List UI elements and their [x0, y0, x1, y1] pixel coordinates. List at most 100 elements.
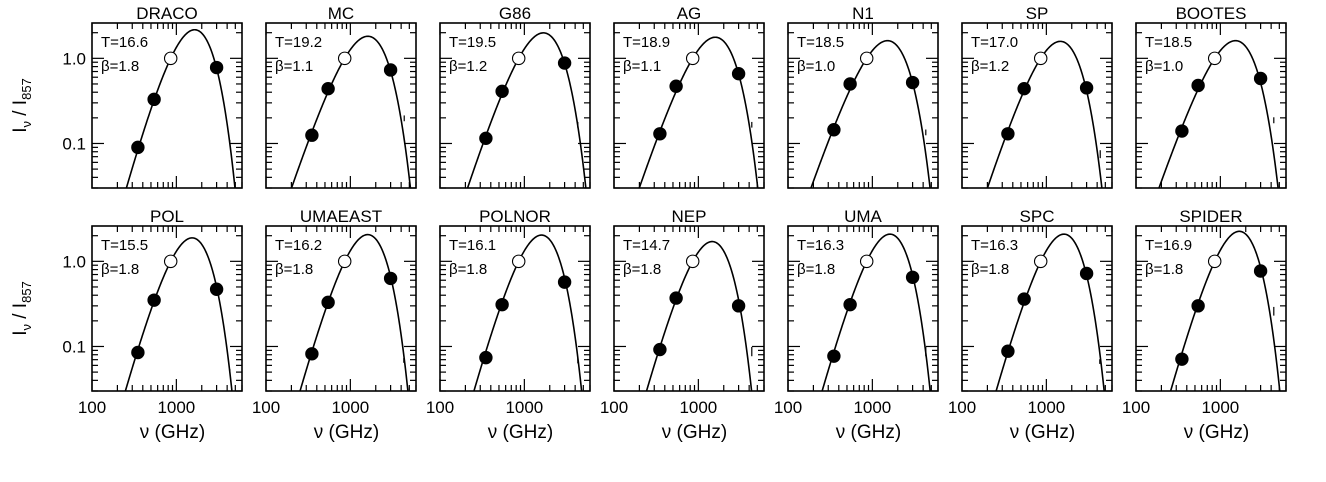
data-point — [321, 295, 335, 310]
tick-marks — [91, 23, 243, 189]
normalization-point — [1033, 51, 1048, 66]
tick-marks — [265, 23, 417, 189]
panel-title: DRACO — [136, 4, 197, 23]
panel-bootes: BOOTES T=18.5 β=1.0 — [1135, 4, 1287, 189]
panel-title: AG — [677, 4, 702, 23]
normalization-point — [685, 254, 700, 269]
x-axis-label: ν (GHz) — [662, 422, 727, 443]
y-tick-label: 0.1 — [62, 134, 86, 153]
data-point — [305, 128, 319, 142]
normalization-point — [163, 254, 178, 269]
panel-title: UMAEAST — [300, 207, 382, 226]
panel-frame — [265, 225, 417, 392]
x-tick-label: 100 — [774, 398, 802, 417]
x-tick-label: 1000 — [1027, 398, 1065, 417]
data-point — [1001, 127, 1015, 141]
panel-title: SPIDER — [1179, 207, 1242, 226]
tick-marks — [1135, 226, 1287, 392]
x-tick-label: 100 — [78, 398, 106, 417]
data-point — [1191, 299, 1205, 313]
data-point — [1017, 81, 1031, 96]
x-axis-label: ν (GHz) — [1184, 422, 1249, 443]
data-point — [147, 293, 161, 307]
beta-label: β=1.0 — [1145, 58, 1183, 75]
x-tick-label: 1000 — [331, 398, 369, 417]
panel-sp: SP T=17.0 β=1.2 — [961, 4, 1113, 189]
y-tick-label: 1.0 — [62, 49, 86, 68]
data-point — [827, 349, 841, 363]
x-tick-label: 100 — [426, 398, 454, 417]
data-point — [669, 291, 683, 305]
panel-n1: N1 T=18.5 β=1.0 — [787, 4, 939, 189]
data-point — [495, 297, 509, 312]
x-axis-label: ν (GHz) — [314, 422, 379, 443]
temperature-label: T=16.9 — [1145, 237, 1192, 254]
panel-polnor: POLNOR T=16.1 β=1.8 100 1000 ν (GHz) — [426, 207, 591, 443]
beta-label: β=1.8 — [623, 261, 661, 278]
temperature-label: T=14.7 — [623, 237, 670, 254]
panel-frame — [1135, 22, 1287, 189]
panel-umaeast: UMAEAST T=16.2 β=1.8 100 1000 ν (GHz) — [252, 207, 417, 443]
beta-label: β=1.8 — [101, 58, 139, 75]
y-tick-label: 1.0 — [62, 252, 86, 271]
data-point — [131, 345, 145, 360]
panel-draco: DRACO T=16.6 β=1.8 0.1 1.0 — [62, 4, 243, 189]
panel-frame — [265, 22, 417, 189]
data-point — [827, 123, 841, 137]
y-axis-label: Iν / I857 — [10, 281, 34, 336]
temperature-label: T=15.5 — [101, 237, 148, 254]
panel-title: N1 — [852, 4, 874, 23]
panel-frame — [787, 225, 939, 392]
tick-marks — [439, 226, 591, 392]
data-point — [557, 56, 572, 70]
data-point — [1253, 264, 1268, 278]
temperature-label: T=19.2 — [275, 34, 322, 51]
y-tick-label: 0.1 — [62, 337, 86, 356]
x-tick-label: 1000 — [853, 398, 891, 417]
y-axis-labels: Iν / I857 Iν / I857 — [10, 78, 34, 336]
beta-label: β=1.2 — [449, 58, 487, 75]
data-point — [209, 60, 224, 75]
panel-ag: AG T=18.9 β=1.1 — [613, 4, 765, 189]
data-point — [1253, 71, 1268, 86]
temperature-label: T=16.3 — [797, 237, 844, 254]
beta-label: β=1.8 — [1145, 261, 1183, 278]
data-point — [1079, 81, 1094, 95]
panel-title: UMA — [844, 207, 882, 226]
data-point — [653, 127, 667, 141]
normalization-point — [685, 51, 700, 66]
tick-marks — [961, 23, 1113, 189]
panel-frame — [439, 22, 591, 189]
beta-label: β=1.8 — [797, 261, 835, 278]
data-point — [1001, 344, 1015, 358]
temperature-label: T=18.5 — [797, 34, 844, 51]
normalization-point — [859, 254, 874, 269]
data-point — [131, 140, 145, 155]
normalization-point — [511, 254, 526, 269]
panel-frame — [1135, 225, 1287, 392]
tick-marks — [961, 226, 1113, 392]
data-point — [1079, 266, 1094, 281]
temperature-label: T=16.1 — [449, 237, 496, 254]
beta-label: β=1.8 — [449, 261, 487, 278]
data-point — [479, 131, 493, 146]
temperature-label: T=19.5 — [449, 34, 496, 51]
data-point — [731, 299, 746, 313]
normalization-point — [1033, 254, 1048, 269]
x-tick-label: 1000 — [679, 398, 717, 417]
x-tick-label: 100 — [252, 398, 280, 417]
data-point — [557, 275, 572, 289]
panel-frame — [961, 22, 1113, 189]
beta-label: β=1.8 — [275, 261, 313, 278]
temperature-label: T=18.5 — [1145, 34, 1192, 51]
x-axis-label: ν (GHz) — [488, 422, 553, 443]
panel-frame — [961, 225, 1113, 392]
x-tick-label: 1000 — [1201, 398, 1239, 417]
data-point — [1175, 352, 1189, 366]
beta-label: β=1.8 — [101, 261, 139, 278]
x-tick-label: 100 — [948, 398, 976, 417]
